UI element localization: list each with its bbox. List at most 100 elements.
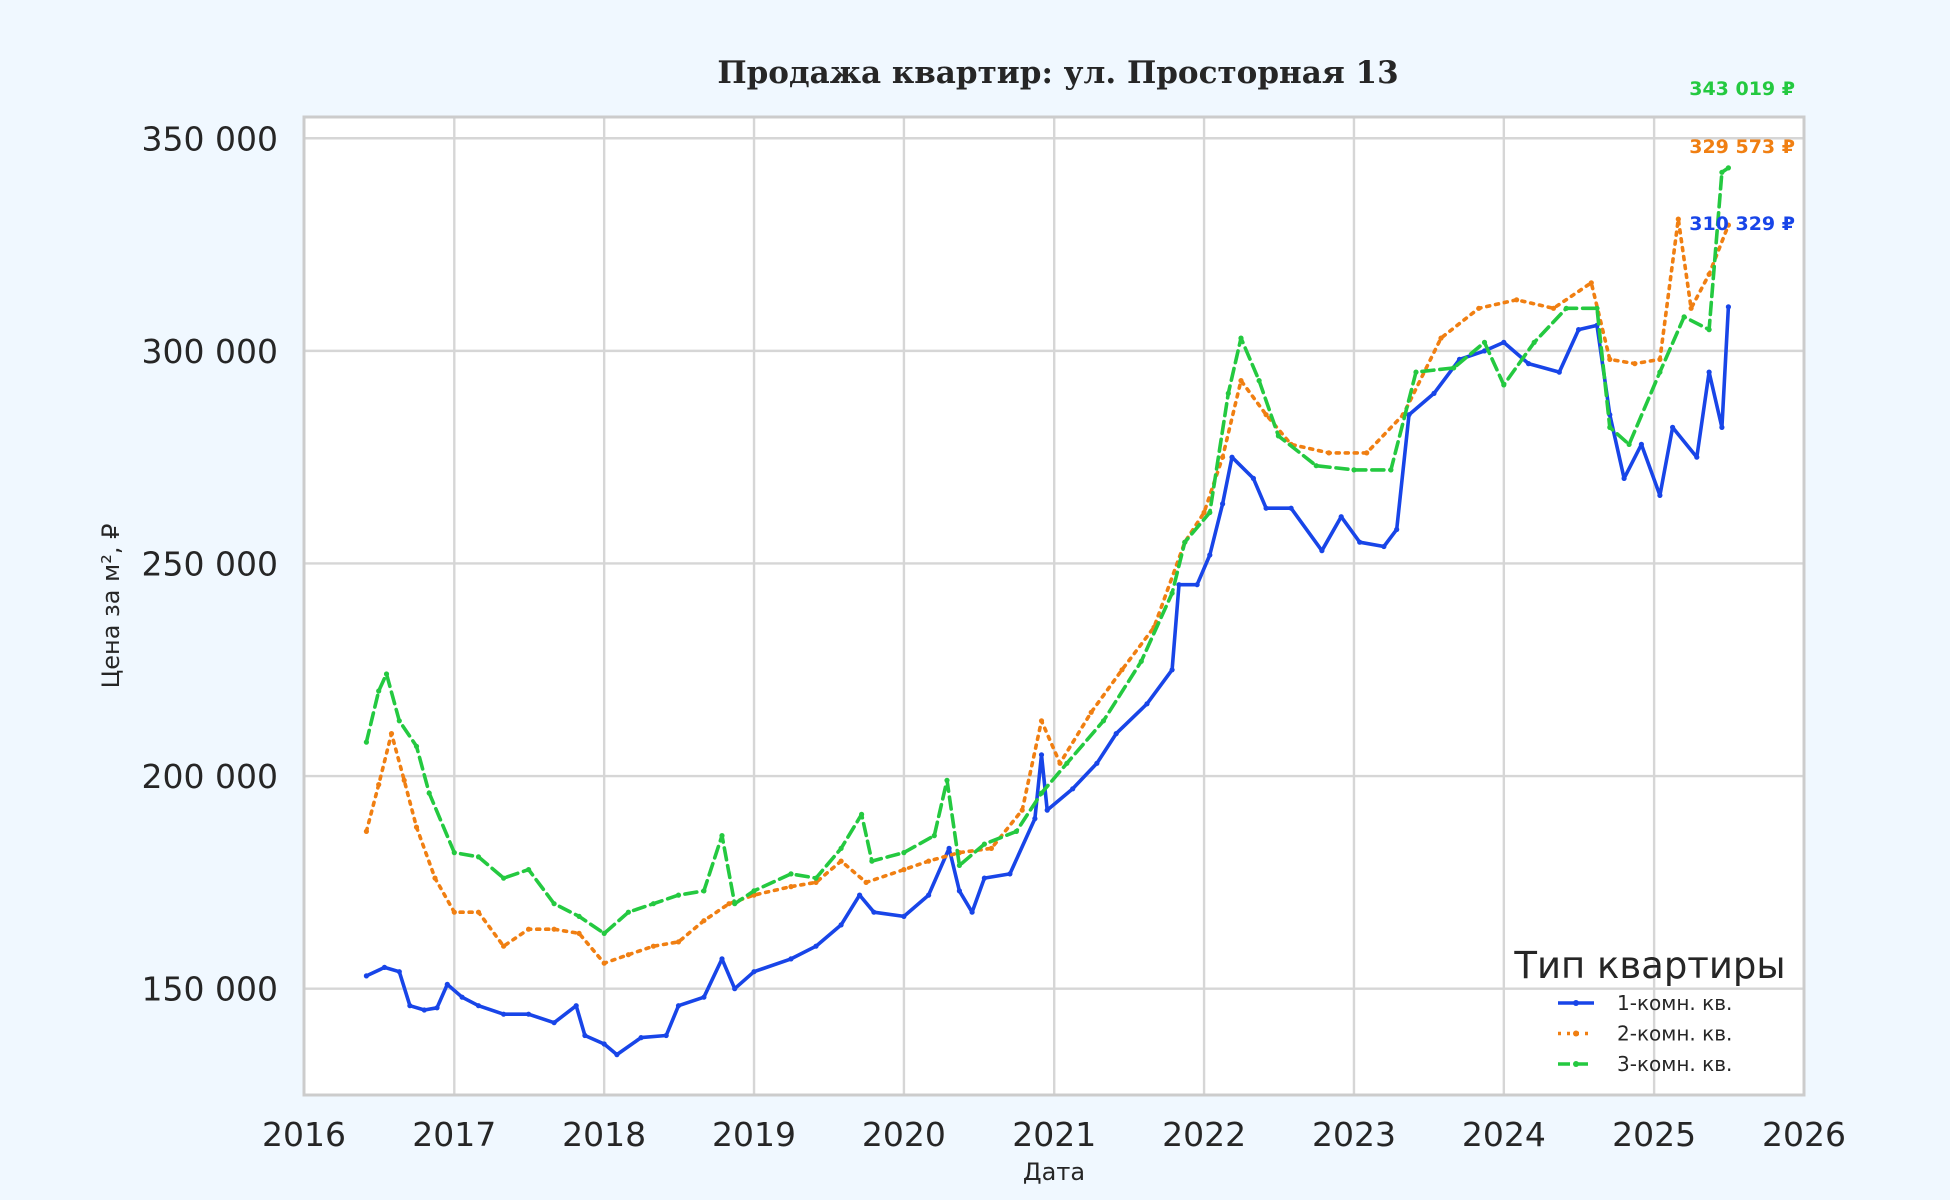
data-point — [1476, 305, 1482, 311]
data-point — [1194, 582, 1200, 588]
data-point — [663, 1032, 669, 1039]
data-point — [1556, 369, 1562, 375]
x-tick-label: 2021 — [1012, 1115, 1096, 1154]
data-point — [956, 888, 963, 894]
data-point — [582, 1032, 588, 1039]
data-point — [601, 1041, 607, 1047]
data-point — [1588, 280, 1594, 286]
data-point — [407, 1003, 413, 1009]
x-tick-label: 2026 — [1762, 1115, 1846, 1154]
end-value-labels: 310 329 ₽ 329 573 ₽ 343 019 ₽ — [1689, 78, 1795, 235]
data-point — [1563, 305, 1569, 311]
plot-frame — [302, 115, 1806, 1097]
data-point — [1019, 807, 1025, 813]
data-point — [1207, 552, 1213, 558]
data-point — [1313, 463, 1319, 469]
data-point — [788, 884, 794, 890]
data-point — [551, 1020, 557, 1026]
data-point — [788, 956, 794, 962]
data-point — [988, 845, 995, 852]
y-tick-label: 350 000 — [142, 119, 278, 158]
data-point — [551, 901, 557, 907]
data-point — [1256, 378, 1262, 384]
data-point — [863, 879, 869, 886]
data-point — [1706, 327, 1712, 333]
data-point — [1238, 378, 1244, 384]
data-point — [946, 845, 952, 852]
data-point — [576, 913, 582, 920]
data-point — [1275, 433, 1281, 439]
data-point — [926, 892, 932, 898]
data-point — [1431, 390, 1437, 396]
data-point — [1263, 412, 1269, 418]
data-point — [432, 875, 438, 881]
x-tick-label: 2025 — [1612, 1115, 1696, 1154]
data-point — [444, 981, 450, 988]
data-point — [869, 858, 875, 864]
data-point — [421, 1007, 427, 1013]
data-point — [871, 909, 877, 915]
data-point — [638, 1035, 644, 1041]
data-point — [396, 718, 402, 724]
x-axis-label: Дата — [1023, 1158, 1085, 1186]
x-axis-ticks: 2016 2017 2018 2019 2020 2021 2022 2023 2024 2025… — [262, 1115, 1846, 1154]
data-point — [1338, 514, 1344, 520]
data-point — [926, 858, 932, 864]
data-point — [1706, 271, 1712, 277]
data-point — [981, 875, 988, 881]
data-point — [501, 943, 507, 949]
data-point — [1144, 701, 1150, 707]
data-point — [451, 850, 457, 856]
data-point — [625, 909, 632, 915]
data-point — [1394, 526, 1400, 533]
data-point — [1038, 790, 1045, 796]
data-point — [1176, 582, 1182, 588]
data-point — [732, 986, 738, 992]
legend-label-1: 1-комн. кв. — [1617, 991, 1732, 1015]
data-point — [1094, 760, 1100, 766]
data-point — [1576, 327, 1582, 333]
y-tick-label: 150 000 — [142, 970, 278, 1009]
data-point — [475, 1003, 482, 1009]
data-point — [376, 688, 382, 694]
data-point — [1531, 339, 1537, 345]
data-point — [901, 850, 907, 856]
data-point — [1681, 314, 1687, 320]
data-point — [1088, 709, 1094, 715]
chart-title: Продажа квартир: ул. Просторная 13 — [717, 55, 1398, 91]
data-point — [1719, 424, 1725, 430]
data-point — [1501, 382, 1507, 388]
data-point — [1406, 412, 1412, 418]
data-point — [813, 879, 819, 886]
end-value-label-1: 310 329 ₽ — [1689, 213, 1795, 235]
data-point — [526, 867, 532, 873]
data-point — [1501, 339, 1507, 345]
data-point — [1038, 718, 1045, 724]
data-point — [931, 833, 937, 839]
data-point — [388, 731, 395, 737]
data-point — [838, 922, 844, 928]
data-point — [1413, 369, 1419, 375]
data-point — [732, 901, 738, 907]
data-point — [1657, 369, 1663, 375]
data-point — [813, 943, 819, 949]
x-tick-label: 2016 — [262, 1115, 346, 1154]
data-point — [1044, 807, 1050, 813]
data-point — [719, 833, 725, 839]
data-point — [726, 901, 732, 907]
data-point — [1182, 539, 1188, 545]
data-point — [1675, 216, 1681, 222]
data-point — [1220, 501, 1226, 507]
x-tick-label: 2020 — [862, 1115, 946, 1154]
data-point — [1632, 361, 1638, 367]
data-point — [1288, 505, 1294, 511]
data-point — [1113, 731, 1119, 737]
data-point — [1064, 760, 1070, 766]
legend-marker — [1573, 1000, 1579, 1006]
x-tick-label: 2024 — [1462, 1115, 1546, 1154]
data-point — [1607, 424, 1613, 430]
data-point — [701, 888, 707, 894]
legend-label-2: 2-комн. кв. — [1617, 1022, 1732, 1046]
data-point — [1032, 816, 1038, 822]
data-point — [1100, 718, 1107, 724]
